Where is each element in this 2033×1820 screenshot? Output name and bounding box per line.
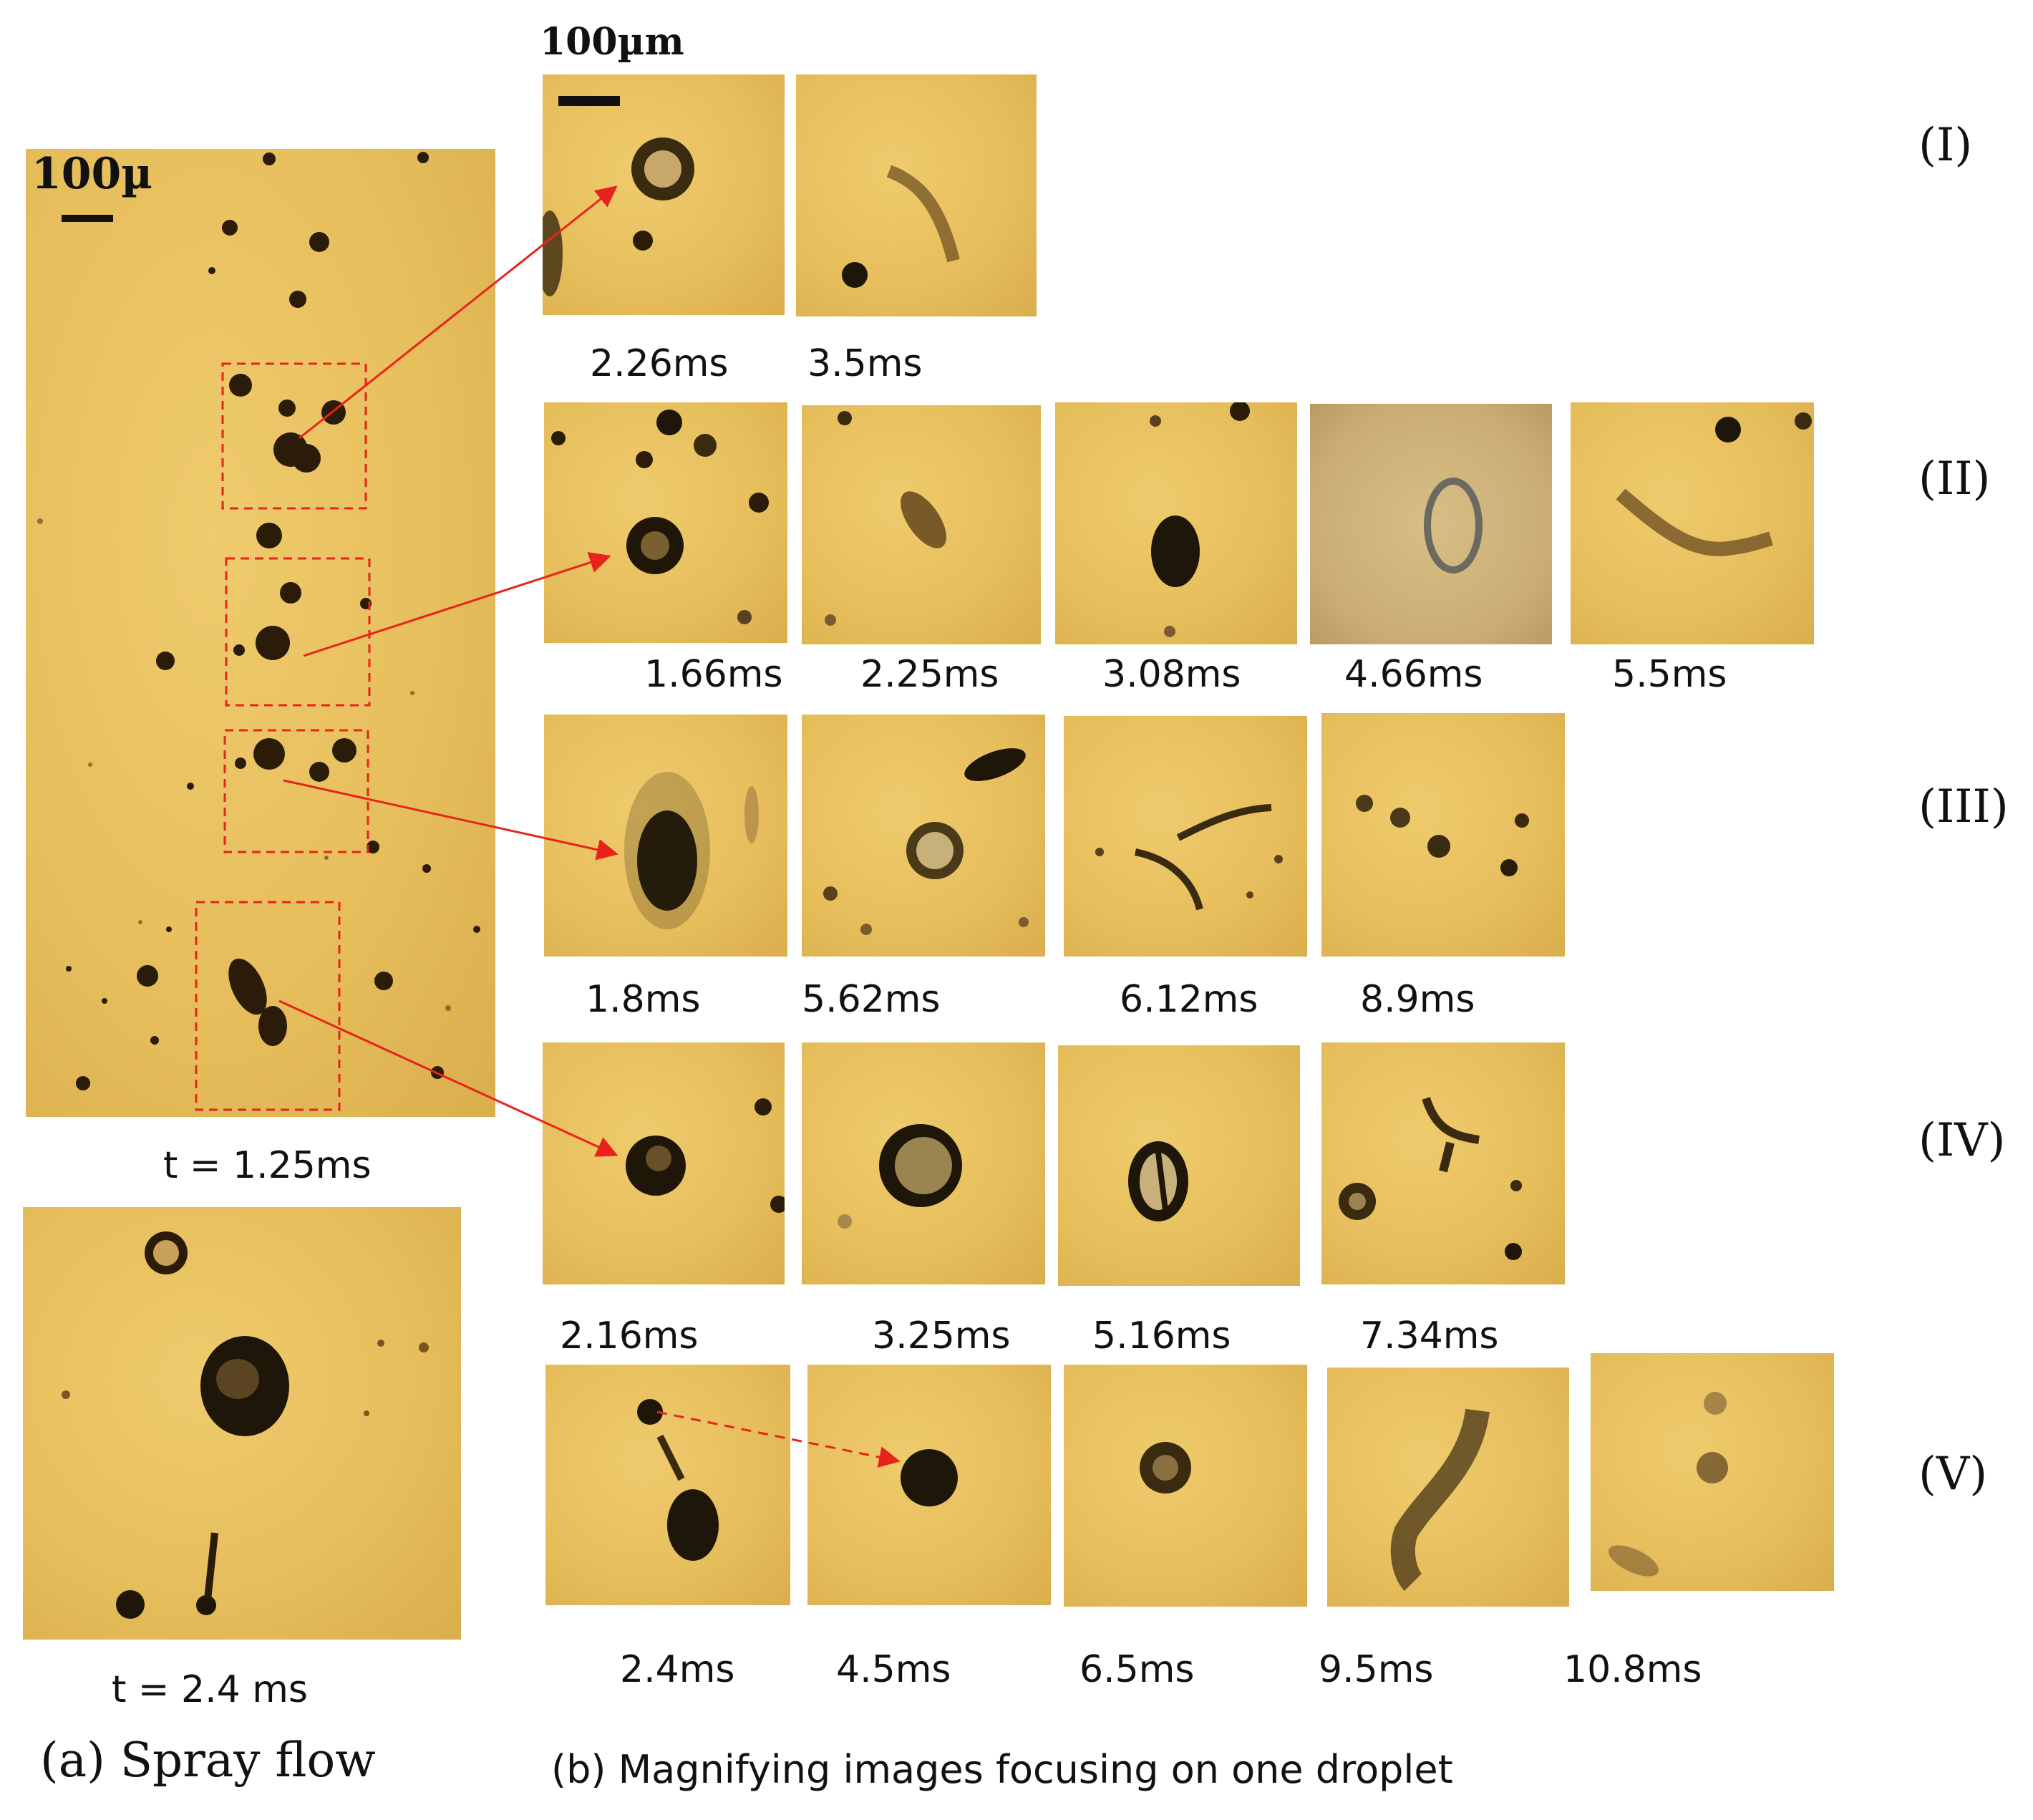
row5-img3 <box>1064 1365 1307 1607</box>
spray-scale-label: 100µ <box>31 149 153 199</box>
row5-time3: 6.5ms <box>1079 1648 1195 1691</box>
row1-time1: 2.26ms <box>590 342 729 385</box>
row2-time4: 4.66ms <box>1344 653 1483 696</box>
spray-time-1: t = 1.25ms <box>163 1144 372 1187</box>
spray-caption: (a) Spray flow <box>40 1733 376 1788</box>
row5-time5: 10.8ms <box>1563 1648 1702 1691</box>
row2-img3 <box>1055 402 1297 644</box>
row5-img5 <box>1591 1353 1834 1591</box>
row4-time3: 5.16ms <box>1092 1315 1231 1357</box>
row2-img1 <box>544 402 787 643</box>
row2-time2: 2.25ms <box>860 653 999 696</box>
row4-img3 <box>1058 1045 1300 1286</box>
row4-img2 <box>802 1042 1045 1284</box>
row4-img4 <box>1321 1042 1565 1284</box>
magnified-scale-label: 100µm <box>540 20 684 64</box>
row3-img3 <box>1064 716 1307 957</box>
row2-time5: 5.5ms <box>1612 653 1727 696</box>
row3-img2 <box>802 715 1045 957</box>
row4-time1: 2.16ms <box>560 1315 699 1357</box>
row2-time3: 3.08ms <box>1102 653 1241 696</box>
row2-img5 <box>1571 402 1814 644</box>
spray-zoom-droplets <box>62 1231 429 1619</box>
row4-label: (IV) <box>1918 1114 2006 1167</box>
row4-time4: 7.34ms <box>1360 1315 1499 1357</box>
row3-time1: 1.8ms <box>586 978 701 1021</box>
row2-label: (II) <box>1918 452 1991 505</box>
row3-img4 <box>1321 713 1565 957</box>
row5-time4: 9.5ms <box>1319 1648 1434 1691</box>
row5-time2: 4.5ms <box>836 1648 951 1691</box>
row5-img4 <box>1327 1368 1569 1607</box>
row1-img1 <box>543 74 785 315</box>
row5-time1: 2.4ms <box>620 1648 735 1691</box>
spray-time-2: t = 2.4 ms <box>112 1668 308 1711</box>
row4-time2: 3.25ms <box>872 1315 1011 1357</box>
row3-time3: 6.12ms <box>1120 978 1258 1021</box>
row5-label: (V) <box>1918 1448 1988 1501</box>
row2-img2 <box>802 405 1041 644</box>
row2-img4 <box>1310 404 1552 644</box>
row5-img2 <box>807 1365 1051 1605</box>
row3-time4: 8.9ms <box>1360 978 1475 1021</box>
row3-label: (III) <box>1918 780 2009 833</box>
magnified-caption: (b) Magnifying images focusing on one dr… <box>551 1747 1453 1792</box>
row5-img1 <box>545 1365 790 1605</box>
row4-img1 <box>543 1042 785 1284</box>
spray-zoom-image <box>23 1207 461 1640</box>
row1-img2 <box>796 74 1037 316</box>
row2-time1: 1.66ms <box>644 653 783 696</box>
row3-img1 <box>544 715 787 957</box>
row1-time2: 3.5ms <box>807 342 923 385</box>
row3-time2: 5.62ms <box>802 978 941 1021</box>
spray-droplets <box>37 152 480 1111</box>
row1-label: (I) <box>1918 119 1973 172</box>
spray-flow-image <box>26 149 495 1117</box>
